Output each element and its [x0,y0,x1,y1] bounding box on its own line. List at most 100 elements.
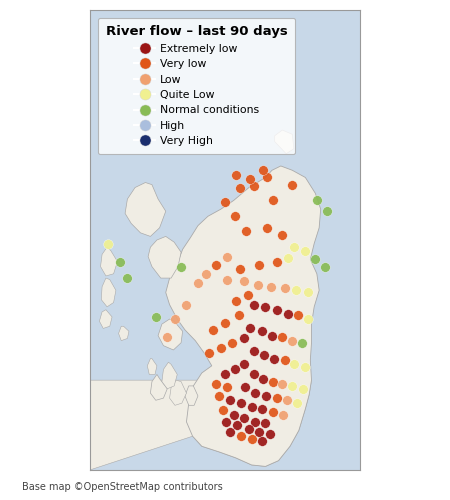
Point [279,380,286,388]
Point [294,312,302,320]
Point [252,389,259,397]
Point [226,396,234,404]
Point [270,378,277,386]
Point [231,212,239,220]
Point [321,262,328,270]
Point [323,207,330,215]
Point [273,306,280,314]
Point [293,399,301,407]
Point [263,174,270,182]
Polygon shape [162,362,177,389]
Point [251,418,258,426]
Point [238,399,245,407]
Point [242,384,249,392]
Point [285,310,292,318]
Point [313,196,320,204]
Point [206,349,213,357]
Point [262,420,269,428]
Point [268,332,275,340]
Point [229,339,236,347]
Point [233,297,240,305]
Point [240,360,248,368]
Point [212,261,219,269]
Point [290,243,297,251]
Point [299,385,306,393]
Point [304,288,311,296]
Polygon shape [166,166,321,466]
Point [104,240,112,248]
Point [285,254,292,262]
Point [238,432,245,440]
Point [245,425,252,433]
Point [292,286,300,294]
Polygon shape [170,380,186,406]
Point [256,261,263,269]
Point [262,303,269,311]
Polygon shape [147,358,157,374]
Point [280,410,287,418]
Point [289,382,296,390]
Point [250,348,257,356]
Point [237,264,244,272]
Point [273,258,280,266]
Polygon shape [101,278,116,307]
Point [270,408,277,416]
Point [273,394,280,402]
Point [231,366,239,374]
Point [222,418,230,426]
Point [224,384,231,392]
Point [171,315,179,323]
Point [254,282,261,290]
Point [217,344,225,352]
Point [221,370,229,378]
Point [289,336,296,344]
Point [202,270,209,278]
Point [260,374,267,382]
Point [261,351,268,359]
Point [250,300,257,308]
Point [230,410,237,418]
Point [260,166,267,174]
Point [210,326,217,334]
Point [163,333,170,341]
Point [152,313,159,321]
Point [281,356,288,364]
Point [240,277,248,285]
Polygon shape [90,380,311,470]
Point [263,224,270,232]
Point [194,279,202,287]
Text: Base map ©OpenStreetMap contributors: Base map ©OpenStreetMap contributors [22,482,223,492]
Point [248,404,255,411]
Polygon shape [100,247,117,276]
Point [237,184,244,192]
Point [183,300,190,308]
Polygon shape [125,182,166,236]
Point [312,256,319,264]
Point [290,360,297,368]
Polygon shape [274,130,294,154]
Point [177,262,184,270]
Point [247,324,254,332]
Point [250,182,257,190]
Point [270,196,277,204]
Point [281,284,288,292]
Point [216,392,223,400]
Point [243,226,250,234]
Legend: Extremely low, Very low, Low, Quite Low, Normal conditions, High, Very High: Extremely low, Very low, Low, Quite Low,… [98,18,295,154]
Point [221,318,229,326]
Point [298,339,305,347]
Point [256,428,263,436]
Point [212,380,219,388]
Point [279,333,286,341]
Point [259,405,266,413]
Point [305,315,312,323]
Point [224,276,231,283]
Point [116,258,123,266]
Point [235,312,242,320]
Point [258,328,265,336]
Point [270,354,278,362]
Point [221,198,229,206]
Polygon shape [118,326,129,340]
Polygon shape [150,374,167,400]
Polygon shape [99,310,112,328]
